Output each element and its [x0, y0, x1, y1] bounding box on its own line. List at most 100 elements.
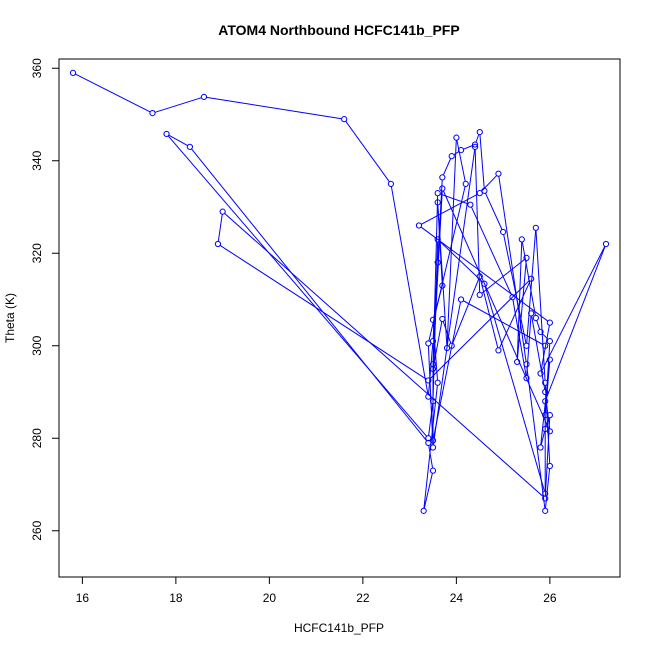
data-point — [471, 141, 479, 148]
y-tick-label: 260 — [30, 520, 44, 540]
data-point — [523, 375, 530, 382]
data-point — [518, 236, 525, 243]
data-point — [476, 291, 483, 298]
data-point — [514, 358, 521, 366]
data-point — [462, 180, 469, 187]
series-line-segment — [75, 73, 151, 113]
data-point — [149, 110, 156, 117]
series-line-segment — [463, 300, 544, 345]
series-line-segment — [428, 445, 434, 469]
data-point — [434, 199, 441, 206]
data-point — [476, 273, 483, 280]
data-point — [429, 444, 437, 451]
data-point — [602, 240, 610, 248]
series-line-segment — [545, 246, 606, 400]
series-line-segment — [154, 97, 202, 113]
data-point — [495, 170, 502, 177]
data-point — [528, 275, 535, 282]
data-point — [429, 316, 437, 323]
data-point — [509, 294, 516, 301]
data-point — [546, 462, 553, 470]
series-line-segment — [421, 193, 478, 225]
data-point — [523, 254, 530, 261]
data-point — [186, 143, 193, 150]
series-line-segment — [456, 140, 466, 182]
y-tick-label: 280 — [30, 428, 44, 448]
y-tick-label: 340 — [30, 150, 44, 170]
series-line-segment — [536, 320, 541, 330]
data-point — [341, 116, 348, 123]
series-line-segment — [432, 191, 443, 362]
chart-title: ATOM4 Northbound HCFC141b_PFP — [218, 22, 459, 38]
data-point — [429, 338, 437, 345]
x-tick-label: 20 — [263, 591, 277, 605]
y-axis: 260 280 300 320 340 360 — [30, 58, 60, 541]
data-point — [420, 507, 427, 514]
data-point — [481, 187, 488, 194]
series-line-segment — [433, 301, 462, 439]
data-point — [439, 185, 446, 192]
series-line-segment — [428, 403, 434, 436]
data-point — [537, 370, 544, 377]
data-point — [434, 190, 441, 197]
series-line-segment — [437, 204, 448, 346]
data-point — [476, 190, 483, 197]
series-line-segment — [224, 212, 544, 498]
series-line-segment — [442, 190, 550, 430]
data-point — [425, 439, 432, 446]
series-line-segment — [442, 321, 452, 344]
data-point — [467, 201, 474, 208]
series-line-segment — [463, 145, 473, 150]
data-point — [439, 282, 446, 289]
series-line-segment — [516, 260, 527, 360]
series-line-segment — [526, 230, 537, 344]
series-line-segment — [390, 186, 429, 395]
data-point — [537, 328, 544, 335]
series-line-segment — [428, 186, 466, 342]
series-line-segment — [191, 148, 428, 442]
data-point — [163, 130, 170, 138]
data-point — [425, 435, 432, 442]
data-point — [429, 398, 437, 405]
series-line-segment — [439, 240, 483, 283]
data-point — [200, 93, 208, 101]
data-point — [471, 143, 479, 150]
series-line-segment — [168, 134, 188, 147]
data-point — [453, 134, 460, 141]
series-line-segment — [479, 278, 499, 348]
series-line-segment — [420, 226, 549, 322]
y-axis-label: Theta (K) — [3, 293, 17, 343]
data-point — [439, 315, 446, 323]
series-line-segment — [217, 214, 223, 242]
series-line-segment — [479, 134, 485, 189]
data-point — [542, 398, 549, 405]
series-line-segment — [345, 120, 390, 183]
x-tick-label: 26 — [543, 591, 557, 605]
data-point — [481, 280, 488, 287]
series-line-segment — [484, 286, 545, 492]
series-line-segment — [439, 193, 469, 205]
series-line-segment — [437, 179, 443, 260]
data-point — [542, 495, 549, 502]
series-line-segment — [503, 234, 527, 344]
data-point — [542, 342, 549, 349]
series-line-segment — [432, 195, 439, 367]
series-line-segment — [432, 149, 476, 445]
data-point — [429, 467, 437, 474]
data-point — [476, 128, 483, 136]
x-tick-label: 22 — [356, 591, 370, 605]
data-point — [448, 153, 455, 160]
series-line-segment — [485, 192, 503, 230]
series-line-segment — [471, 206, 512, 296]
data-point — [443, 344, 451, 352]
series-line-segment — [453, 151, 460, 156]
data-point — [500, 228, 507, 236]
data-point — [546, 319, 553, 326]
series-line-segment — [531, 315, 546, 390]
data-point — [457, 296, 465, 303]
series-line-segment — [526, 366, 546, 509]
series-line-segment — [442, 158, 452, 176]
series-line-segment — [541, 246, 606, 372]
data-point — [542, 379, 549, 386]
series-line-segment — [544, 417, 551, 496]
